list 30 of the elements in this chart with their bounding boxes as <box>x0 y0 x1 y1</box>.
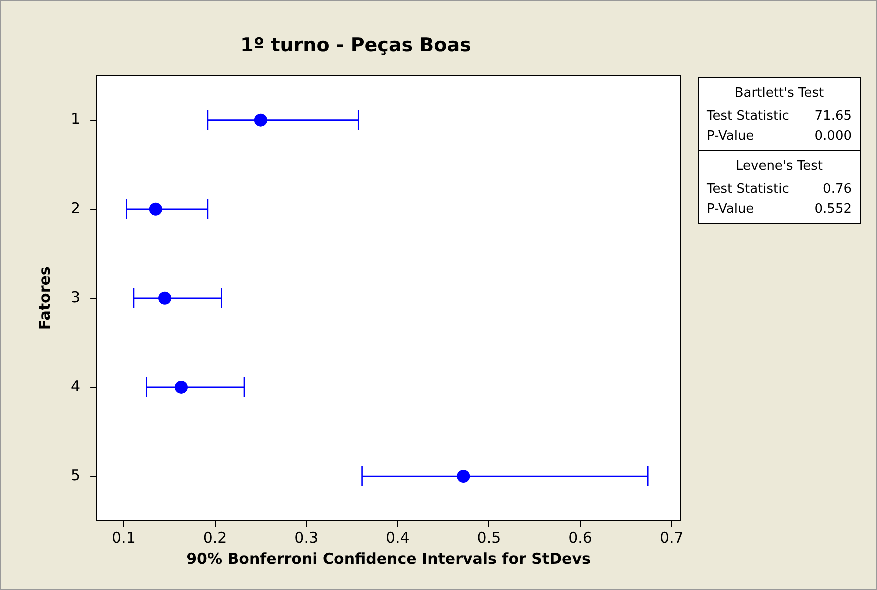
point <box>149 202 162 216</box>
x-axis-title: 90% Bonferroni Confidence Intervals for StDevs <box>186 550 591 568</box>
x-tick-label: 0.1 <box>112 528 136 547</box>
y-tick-label: 3 <box>70 288 81 306</box>
text: 0.552 <box>814 201 852 219</box>
text: P-Value <box>707 128 754 146</box>
y-axis-title: Fatores <box>36 266 54 330</box>
y-tick-label: 2 <box>70 199 81 218</box>
y-tick-label: 4 <box>70 377 81 396</box>
text: Bartlett's Test <box>734 86 826 101</box>
x-tick-label: 0.5 <box>477 528 502 547</box>
x-tick-label: 0.3 <box>294 528 319 547</box>
text: Test Statistic <box>707 108 790 126</box>
text: 0.76 <box>823 181 852 199</box>
text: 0.000 <box>814 128 852 146</box>
chart-title: 1º turno - Peças Boas <box>240 34 472 56</box>
text: P-Value <box>707 201 754 219</box>
y-tick-label: 5 <box>70 466 81 484</box>
point <box>254 114 268 127</box>
text: Levene's Test <box>734 159 824 174</box>
x-tick-label: 0.7 <box>660 528 684 547</box>
x-tick-label: 0.6 <box>568 528 592 547</box>
x-tick-label: 0.2 <box>203 528 228 547</box>
point <box>174 380 188 394</box>
y-tick-label: 1 <box>70 110 81 128</box>
text: Test Statistic <box>707 181 790 199</box>
point <box>457 470 470 483</box>
text: 71.65 <box>814 108 852 126</box>
point <box>158 292 172 305</box>
x-tick-label: 0.4 <box>386 528 410 547</box>
